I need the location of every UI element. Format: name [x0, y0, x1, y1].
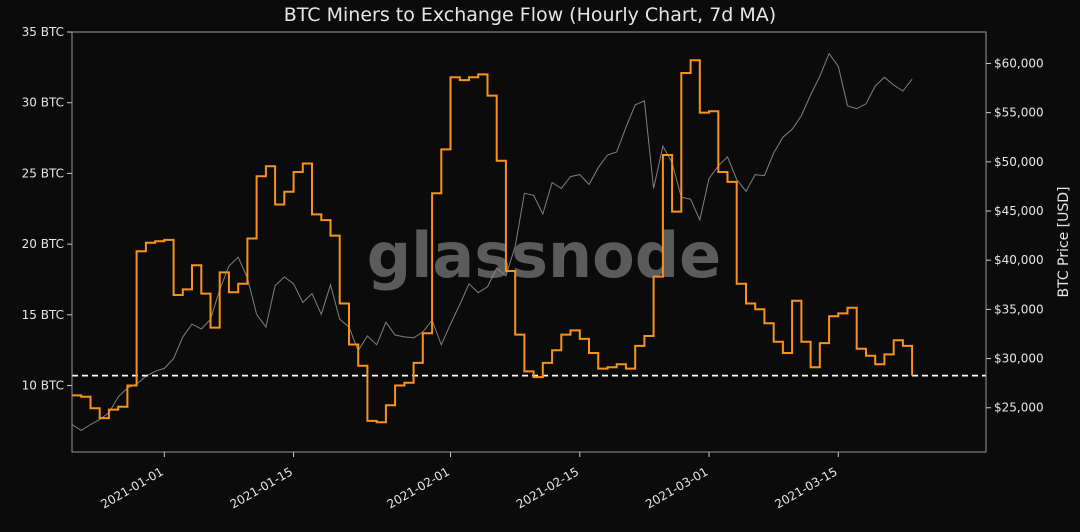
left-tick-label: 15 BTC	[22, 308, 64, 322]
right-tick-label: $50,000	[994, 155, 1044, 169]
right-tick-label: $35,000	[994, 302, 1044, 316]
left-axis: 10 BTC 15 BTC 20 BTC 25 BTC 30 BTC 35 BTC	[22, 25, 72, 393]
series-layer	[71, 52, 986, 431]
left-tick-label: 35 BTC	[22, 25, 64, 39]
right-axis-label: BTC Price [USD]	[1056, 186, 1072, 297]
left-tick-label: 10 BTC	[22, 379, 64, 393]
right-tick-label: $45,000	[994, 204, 1044, 218]
right-tick-label: $55,000	[994, 106, 1044, 120]
right-tick-label: $30,000	[994, 352, 1044, 366]
right-tick-label: $40,000	[994, 253, 1044, 267]
left-tick-label: 25 BTC	[22, 166, 64, 180]
right-tick-label: $60,000	[994, 56, 1044, 70]
right-axis: $25,000 $30,000 $35,000 $40,000 $45,000 $50,0…	[986, 56, 1044, 415]
plot-frame	[71, 31, 987, 453]
btc-price-line	[71, 52, 913, 431]
watermark-logo: glassnode	[367, 219, 721, 292]
left-tick-label: 30 BTC	[22, 96, 64, 110]
chart-title: BTC Miners to Exchange Flow (Hourly Char…	[284, 4, 776, 26]
right-tick-label: $25,000	[994, 401, 1044, 415]
left-tick-label: 20 BTC	[22, 237, 64, 251]
miners-flow-line	[72, 59, 914, 424]
